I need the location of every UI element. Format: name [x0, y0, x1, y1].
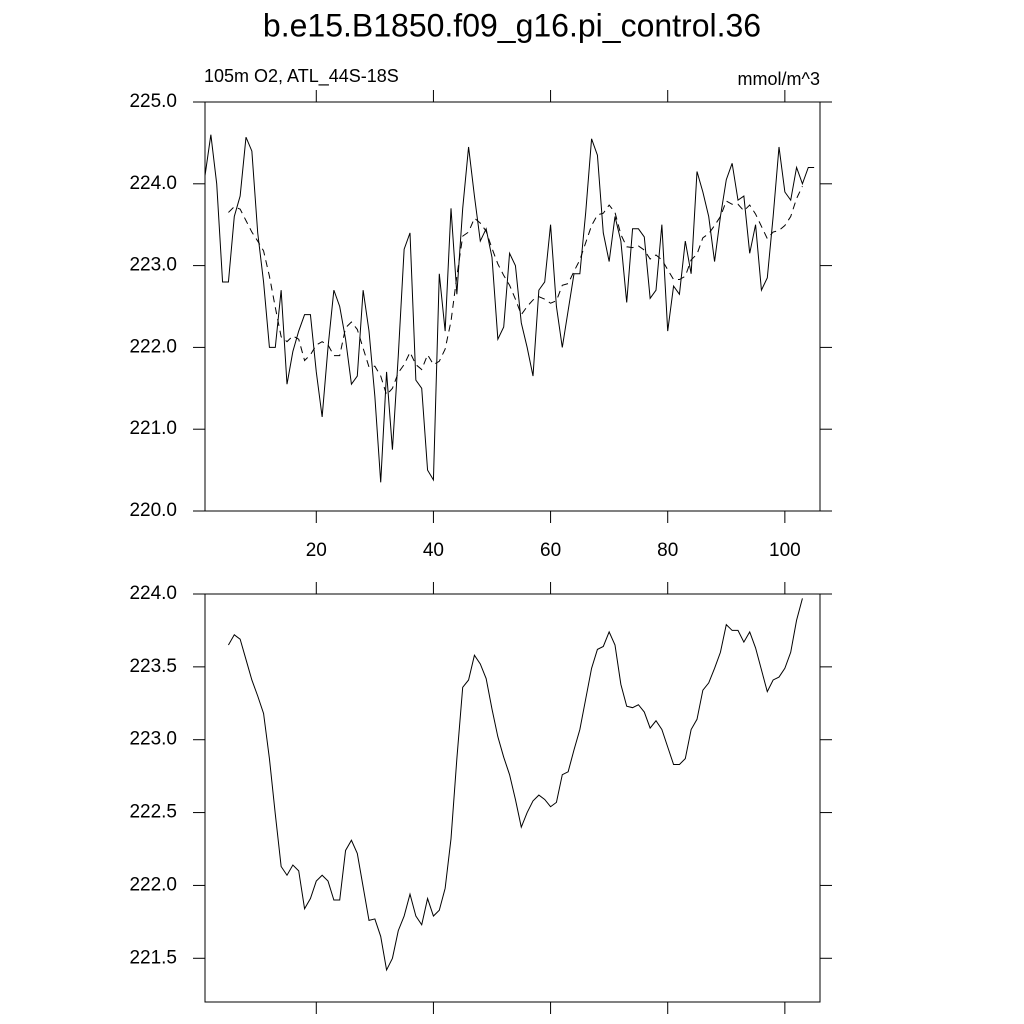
y-tick-label: 222.5: [129, 802, 177, 823]
y-tick-label: 221.0: [129, 418, 177, 439]
chart-title: b.e15.B1850.f09_g16.pi_control.36: [263, 7, 761, 43]
x-tick-label: 60: [540, 540, 561, 561]
subtitle-right: mmol/m^3: [738, 69, 820, 89]
subtitle-left: 105m O2, ATL_44S-18S: [204, 66, 399, 87]
x-tick-label: 20: [306, 540, 327, 561]
y-tick-label: 220.0: [129, 500, 177, 521]
y-tick-label: 223.5: [129, 656, 177, 677]
y-tick-label: 223.0: [129, 255, 177, 276]
y-tick-label: 222.0: [129, 336, 177, 357]
x-tick-label: 80: [657, 540, 678, 561]
x-tick-label: 40: [423, 540, 444, 561]
plot-frame: [204, 101, 821, 512]
y-tick-label: 223.0: [129, 729, 177, 750]
data-line: [227, 598, 803, 972]
data-line: [204, 134, 815, 483]
y-tick-label: 221.5: [129, 947, 177, 968]
y-tick-label: 225.0: [129, 91, 177, 112]
plot-frame: [204, 593, 821, 1003]
y-tick-label: 224.0: [129, 583, 177, 604]
y-tick-label: 224.0: [129, 173, 177, 194]
data-line: [228, 186, 803, 396]
x-tick-label: 100: [769, 540, 801, 561]
y-tick-label: 222.0: [129, 874, 177, 895]
